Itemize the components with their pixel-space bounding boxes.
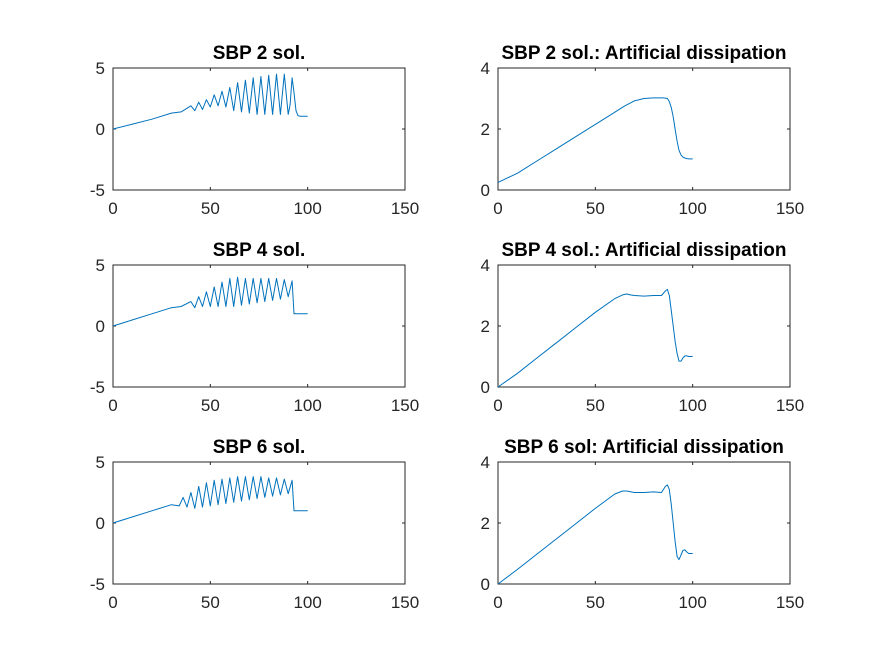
x-tick-label: 150 xyxy=(391,396,419,415)
subplot-title: SBP 2 sol.: Artificial dissipation xyxy=(501,43,786,64)
axes-frame xyxy=(497,67,791,191)
y-tick-label: 2 xyxy=(481,317,490,336)
x-tick-label: 0 xyxy=(493,199,502,218)
y-tick-label: 0 xyxy=(96,514,105,533)
subplot-title: SBP 4 sol.: Artificial dissipation xyxy=(501,240,786,261)
x-tick-label: 100 xyxy=(293,593,321,612)
y-tick-label: 0 xyxy=(481,575,490,594)
y-tick-label: 0 xyxy=(96,317,105,336)
y-tick-label: 4 xyxy=(481,453,490,472)
x-tick-label: 100 xyxy=(678,593,706,612)
subplot-2: 0 50 100 150 0 2 4 SBP 2 sol.: Artificial dissi… xyxy=(481,43,805,218)
y-tick-label: 2 xyxy=(481,514,490,533)
x-tick-label: 100 xyxy=(678,199,706,218)
series-line xyxy=(497,97,693,183)
x-tick-label: 0 xyxy=(108,593,117,612)
subplot-4: 0 50 100 150 0 2 4 SBP 4 sol.: Artificial dissi… xyxy=(481,240,805,415)
x-tick-label: 0 xyxy=(108,396,117,415)
x-tick-label: 50 xyxy=(201,396,220,415)
x-tick-label: 100 xyxy=(293,199,321,218)
y-tick-label: 2 xyxy=(481,120,490,139)
axes-frame xyxy=(497,461,791,585)
subplot-6: 0 50 100 150 0 2 4 SBP 6 sol: Artificial dissip… xyxy=(481,437,805,612)
x-tick-label: 100 xyxy=(678,396,706,415)
x-tick-label: 150 xyxy=(776,396,804,415)
series-line xyxy=(112,73,308,130)
y-tick-label: 5 xyxy=(96,59,105,78)
y-tick-label: 0 xyxy=(481,181,490,200)
x-tick-label: 50 xyxy=(201,199,220,218)
y-tick-label: 0 xyxy=(481,378,490,397)
x-tick-label: 150 xyxy=(776,199,804,218)
series-line xyxy=(497,484,693,585)
axes-frame xyxy=(112,461,406,585)
subplot-title: SBP 2 sol. xyxy=(213,43,306,64)
y-tick-label: 0 xyxy=(96,120,105,139)
series-line xyxy=(497,288,693,388)
axes-frame xyxy=(112,264,406,388)
y-tick-label: 4 xyxy=(481,256,490,275)
y-tick-label: 4 xyxy=(481,59,490,78)
x-tick-label: 0 xyxy=(493,396,502,415)
subplot-title: SBP 6 sol: Artificial dissipation xyxy=(504,437,784,458)
x-tick-label: 50 xyxy=(201,593,220,612)
x-tick-label: 50 xyxy=(586,593,605,612)
x-tick-label: 150 xyxy=(776,593,804,612)
y-tick-label: -5 xyxy=(90,575,105,594)
x-tick-label: 50 xyxy=(586,396,605,415)
x-tick-label: 0 xyxy=(108,199,117,218)
x-tick-label: 150 xyxy=(391,593,419,612)
y-tick-label: -5 xyxy=(90,378,105,397)
series-line xyxy=(112,476,308,524)
y-tick-label: 5 xyxy=(96,256,105,275)
series-line xyxy=(112,276,308,327)
x-tick-label: 0 xyxy=(493,593,502,612)
x-tick-label: 50 xyxy=(586,199,605,218)
subplot-title: SBP 6 sol. xyxy=(213,437,306,458)
axes-frame xyxy=(497,264,791,388)
subplot-title: SBP 4 sol. xyxy=(213,240,306,261)
x-tick-label: 100 xyxy=(293,396,321,415)
y-tick-label: 5 xyxy=(96,453,105,472)
y-tick-label: -5 xyxy=(90,181,105,200)
x-tick-label: 150 xyxy=(391,199,419,218)
axes-frame xyxy=(112,67,406,191)
